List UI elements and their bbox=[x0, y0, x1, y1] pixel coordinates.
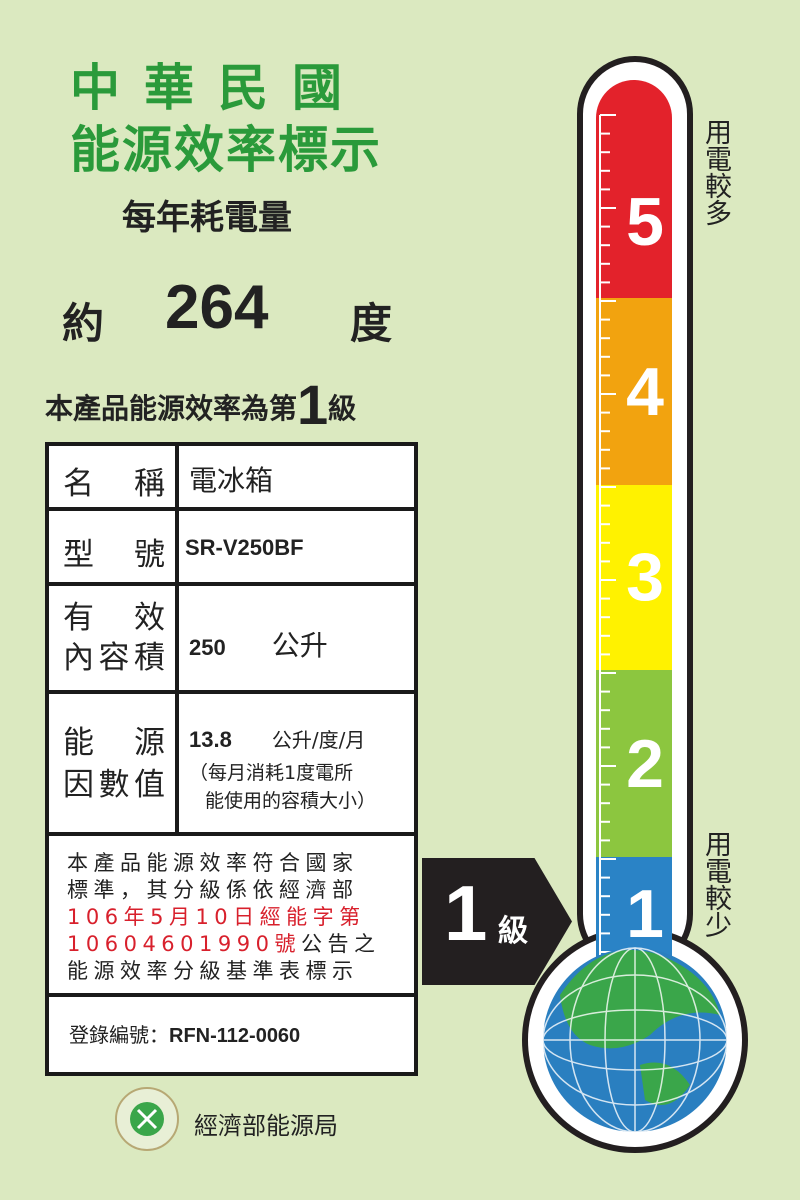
band-level-4 bbox=[596, 298, 672, 485]
level-labels: 5 4 3 2 1 bbox=[596, 75, 672, 955]
level-2: 2 bbox=[626, 726, 664, 802]
factor-label-1: 能 源 bbox=[63, 725, 165, 761]
factor-unit: 公升/度/月 bbox=[271, 728, 366, 752]
bureau-of-energy-logo bbox=[115, 1087, 179, 1151]
thermometer bbox=[522, 56, 748, 1153]
consumption-value: 264 bbox=[165, 273, 269, 342]
grade-text: 本產品能源效率為第 bbox=[45, 392, 298, 425]
model-value: SR-V250BF bbox=[185, 535, 304, 560]
spec-table: 名 稱 電冰箱 型 號 SR-V250BF 有 效內容積 250 公升 能 源因數… bbox=[45, 442, 418, 1076]
title-line-1: 中華民國 bbox=[70, 59, 366, 117]
capacity-label-2: 內容積 bbox=[63, 640, 165, 676]
capacity-value: 250 bbox=[189, 635, 226, 660]
row-model: 型 號 SR-V250BF bbox=[49, 511, 414, 586]
grade-number: 1 bbox=[297, 373, 329, 436]
level-5: 5 bbox=[626, 184, 664, 260]
consumption-unit: 度 bbox=[350, 299, 393, 348]
name-value: 電冰箱 bbox=[189, 464, 274, 497]
notice-line: 標準，其分級係依經濟部 bbox=[67, 878, 359, 902]
row-factor: 能 源因數值 13.8 公升/度/月 （每月消耗1度電所能使用的容積大小） bbox=[49, 694, 414, 836]
notice-line: 公告之 bbox=[300, 932, 381, 956]
grade-line: 本產品能源效率為第1級 bbox=[45, 372, 356, 437]
notice-line: 本產品能源效率符合國家 bbox=[67, 851, 359, 875]
level-4: 4 bbox=[626, 354, 664, 430]
less-power-note: 用電較少 bbox=[700, 830, 731, 938]
row-registration: 登錄編號：RFN-112-0060 bbox=[49, 997, 414, 1076]
subtitle: 每年耗電量 bbox=[122, 198, 292, 238]
band-level-2 bbox=[596, 670, 672, 857]
factor-label-2: 因數值 bbox=[63, 767, 165, 803]
grade-suffix: 級 bbox=[328, 392, 357, 425]
notice: 本產品能源效率符合國家 標準，其分級係依經濟部 106年5月10日經能字第 10… bbox=[49, 836, 414, 997]
consumption-prefix: 約 bbox=[62, 299, 105, 348]
model-label: 型 號 bbox=[63, 537, 165, 573]
factor-note-1: （每月消耗1度電所 bbox=[189, 762, 354, 784]
more-power-note: 用電較多 bbox=[700, 118, 731, 226]
agency-name: 經濟部能源局 bbox=[194, 1112, 338, 1140]
band-level-3 bbox=[596, 485, 672, 670]
arrow-suffix: 級 bbox=[498, 914, 528, 949]
capacity-unit: 公升 bbox=[271, 629, 328, 662]
factor-value: 13.8 bbox=[189, 727, 232, 752]
reg-value: RFN-112-0060 bbox=[169, 1025, 301, 1047]
factor-note-2: 能使用的容積大小） bbox=[205, 790, 377, 812]
row-capacity: 有 效內容積 250 公升 bbox=[49, 586, 414, 694]
band-level-5 bbox=[596, 135, 672, 298]
notice-line: 10604601990號 bbox=[67, 932, 301, 956]
arrow-grade: 1 bbox=[444, 869, 488, 957]
row-name: 名 稱 電冰箱 bbox=[49, 446, 414, 511]
level-1: 1 bbox=[626, 876, 664, 952]
notice-line: 106年5月10日經能字第 bbox=[67, 905, 366, 929]
capacity-label-1: 有 效 bbox=[63, 600, 165, 636]
title-line-2: 能源效率標示 bbox=[70, 121, 382, 179]
reg-label: 登錄編號： bbox=[69, 1023, 169, 1047]
grade-arrow: 1 級 bbox=[422, 858, 572, 985]
name-label: 名 稱 bbox=[63, 466, 165, 502]
notice-line: 能源效率分級基準表標示 bbox=[67, 959, 359, 983]
level-3: 3 bbox=[626, 539, 664, 615]
